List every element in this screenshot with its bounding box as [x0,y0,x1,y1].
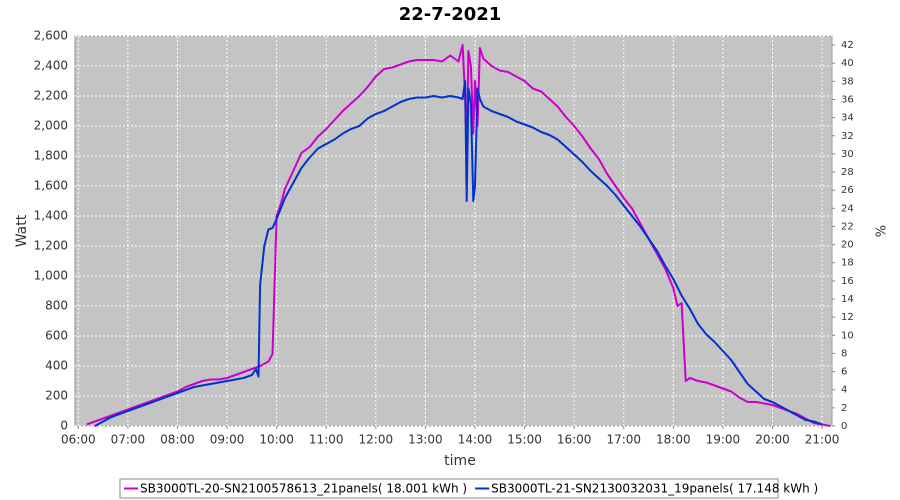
y-tick-label: 1,200 [34,239,68,253]
legend-label: SB3000TL-20-SN2100578613_21panels( 18.00… [140,482,467,496]
y-tick-label: 1,400 [34,209,68,223]
y2-tick-label: 0 [841,421,847,432]
y-tick-label: 0 [60,419,68,433]
y-tick-label: 2,600 [34,29,68,43]
y-tick-label: 1,800 [34,149,68,163]
y2-tick-label: 18 [841,258,854,269]
x-tick-label: 14:00 [458,433,493,447]
series-line [94,80,823,427]
x-tick-label: 17:00 [606,433,641,447]
y-tick-label: 2,200 [34,89,68,103]
y2-tick-label: 6 [841,367,847,378]
y2-tick-label: 12 [841,312,854,323]
x-tick-label: 15:00 [507,433,542,447]
x-tick-label: 06:00 [61,433,96,447]
y-tick-label: 2,000 [34,119,68,133]
y2-tick-label: 42 [841,40,854,51]
y2-tick-label: 2 [841,403,847,414]
y-tick-label: 800 [45,299,68,313]
y2-tick-label: 14 [841,294,854,305]
x-tick-label: 08:00 [160,433,195,447]
y-tick-label: 600 [45,329,68,343]
y-axis-label: Watt [14,214,30,247]
x-tick-label: 18:00 [656,433,691,447]
y-tick-label: 400 [45,359,68,373]
y-tick-label: 2,400 [34,59,68,73]
x-tick-label: 16:00 [557,433,592,447]
y2-tick-label: 32 [841,131,854,142]
y2-tick-label: 10 [841,330,854,341]
y2-tick-label: 26 [841,185,854,196]
x-tick-label: 11:00 [309,433,344,447]
x-tick-label: 10:00 [259,433,294,447]
x-tick-label: 19:00 [706,433,741,447]
y2-tick-label: 22 [841,221,854,232]
x-tick-label: 07:00 [111,433,146,447]
y2-tick-label: 4 [841,385,847,396]
y2-tick-label: 20 [841,240,854,251]
x-tick-label: 20:00 [755,433,790,447]
y2-tick-label: 8 [841,348,847,359]
legend [119,478,779,499]
y-tick-label: 200 [45,389,68,403]
y2-tick-label: 24 [841,203,854,214]
y-tick-label: 1,600 [34,179,68,193]
x-axis-label: time [444,453,476,469]
y2-tick-label: 34 [841,113,854,124]
x-tick-label: 13:00 [408,433,443,447]
y2-tick-label: 36 [841,94,854,105]
y2-tick-label: 40 [841,58,854,69]
chart-title: 22-7-2021 [399,4,502,25]
legend-label: SB3000TL-21-SN2130032031_19panels( 17.14… [491,482,818,496]
x-tick-label: 09:00 [210,433,245,447]
y2-axis-label: % [875,225,890,237]
x-tick-label: 21:00 [805,433,840,447]
x-tick-label: 12:00 [359,433,394,447]
y2-tick-label: 16 [841,276,854,287]
y-tick-label: 1,000 [34,269,68,283]
y2-tick-label: 28 [841,167,854,178]
y2-tick-label: 38 [841,76,854,87]
plot-area [74,35,833,427]
y2-tick-label: 30 [841,149,854,160]
